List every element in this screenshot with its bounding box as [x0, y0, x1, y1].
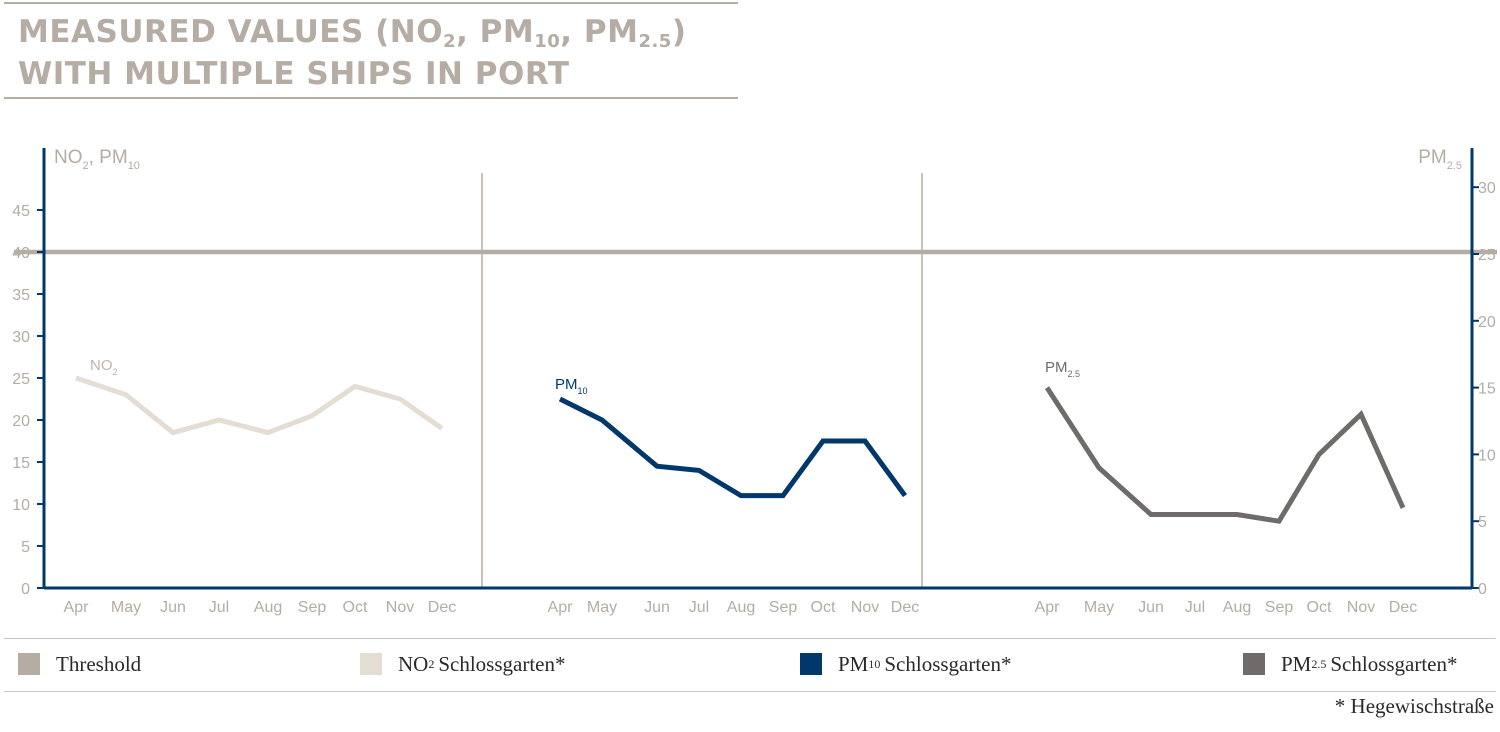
x-tick-label: Dec — [1389, 599, 1417, 616]
x-tick-label: Jun — [160, 599, 186, 616]
x-tick-label: May — [587, 599, 617, 616]
legend-swatch-threshold — [18, 653, 40, 675]
legend-label-pm10-pre: PM — [838, 651, 869, 676]
left-tick-label: 45 — [12, 203, 30, 220]
legend-top-rule — [4, 638, 1496, 639]
series-line-pm25 — [1044, 386, 1406, 524]
left-tick-label: 40 — [12, 245, 30, 262]
left-tick-label: 10 — [12, 497, 30, 514]
legend-swatch-no2 — [360, 653, 382, 675]
right-tick-label: 5 — [1478, 514, 1487, 531]
x-tick-label: Dec — [428, 599, 456, 616]
legend-swatch-pm10 — [800, 653, 822, 675]
x-tick-label: Jun — [644, 599, 670, 616]
legend-label-pm25-post: Schlossgarten* — [1330, 651, 1458, 676]
legend-swatch-pm25 — [1243, 653, 1265, 675]
series-label-no2: NO2 — [90, 357, 118, 377]
legend-item-pm10: PM 10 Schlossgarten* — [800, 651, 1012, 677]
x-tick-label: May — [1084, 599, 1114, 616]
x-tick-label: Nov — [386, 599, 414, 616]
x-tick-label: Jul — [689, 599, 709, 616]
x-tick-label: Sep — [298, 599, 327, 616]
series-line-pm10 — [558, 396, 908, 499]
footnote: * Hegewischstraße — [1334, 694, 1494, 718]
x-tick-label: Nov — [1347, 599, 1375, 616]
legend-label-no2-sub: 2 — [428, 656, 435, 671]
legend-label-pm25-sub: 2.5 — [1311, 656, 1327, 671]
x-tick-label: Apr — [548, 599, 574, 616]
left-tick-label: 15 — [12, 455, 30, 472]
right-tick-label: 15 — [1478, 381, 1496, 398]
legend-label-pm10-sub: 10 — [868, 656, 881, 671]
x-tick-label: Apr — [1035, 599, 1061, 616]
chart-title-line-2: WITH MULTIPLE SHIPS IN PORT — [18, 56, 570, 92]
x-tick-label: Jun — [1138, 599, 1164, 616]
left-tick-label: 20 — [12, 413, 30, 430]
x-tick-label: Dec — [891, 599, 919, 616]
legend-label-threshold: Threshold — [56, 651, 142, 676]
x-tick-label: Jul — [209, 599, 229, 616]
x-tick-label: Oct — [811, 599, 836, 616]
legend-item-no2: NO 2 Schlossgarten* — [360, 651, 566, 677]
right-tick-label: 0 — [1478, 581, 1487, 598]
legend-label-no2-post: Schlossgarten* — [438, 651, 566, 676]
chart-title-box: MEASURED VALUES (NO2, PM10, PM2.5) WITH … — [4, 2, 738, 99]
left-tick-label: 0 — [21, 581, 30, 598]
legend-item-threshold: Threshold — [18, 651, 141, 677]
left-tick-label: 35 — [12, 287, 30, 304]
left-tick-label: 30 — [12, 329, 30, 346]
right-tick-label: 25 — [1478, 247, 1496, 264]
legend-label-no2-pre: NO — [398, 651, 429, 676]
right-tick-label: 10 — [1478, 447, 1496, 464]
x-tick-label: Oct — [343, 599, 368, 616]
chart-title-line-1: MEASURED VALUES (NO2, PM10, PM2.5) — [18, 14, 687, 52]
x-tick-label: May — [111, 599, 141, 616]
x-tick-label: Apr — [64, 599, 90, 616]
series-label-pm10: PM10 — [555, 376, 588, 396]
right-tick-label: 30 — [1478, 180, 1496, 197]
x-tick-label: Sep — [769, 599, 798, 616]
series-label-pm25: PM2.5 — [1045, 359, 1080, 379]
legend-label-pm10-post: Schlossgarten* — [884, 651, 1012, 676]
left-axis-label: NO2, PM10 — [54, 147, 140, 172]
series-line-no2 — [75, 375, 444, 436]
left-tick-label: 5 — [21, 539, 30, 556]
x-tick-label: Aug — [1223, 599, 1251, 616]
left-tick-label: 25 — [12, 371, 30, 388]
legend-item-pm25: PM 2.5 Schlossgarten* — [1243, 651, 1458, 677]
x-tick-label: Aug — [254, 599, 282, 616]
legend-bottom-rule — [4, 691, 1496, 692]
x-tick-label: Nov — [851, 599, 879, 616]
x-tick-label: Oct — [1307, 599, 1332, 616]
x-tick-label: Jul — [1185, 599, 1205, 616]
right-axis-label: PM2.5 — [1418, 147, 1462, 172]
x-tick-label: Sep — [1265, 599, 1294, 616]
legend-label-pm25-pre: PM — [1281, 651, 1312, 676]
right-tick-label: 20 — [1478, 314, 1496, 331]
x-tick-label: Aug — [727, 599, 755, 616]
